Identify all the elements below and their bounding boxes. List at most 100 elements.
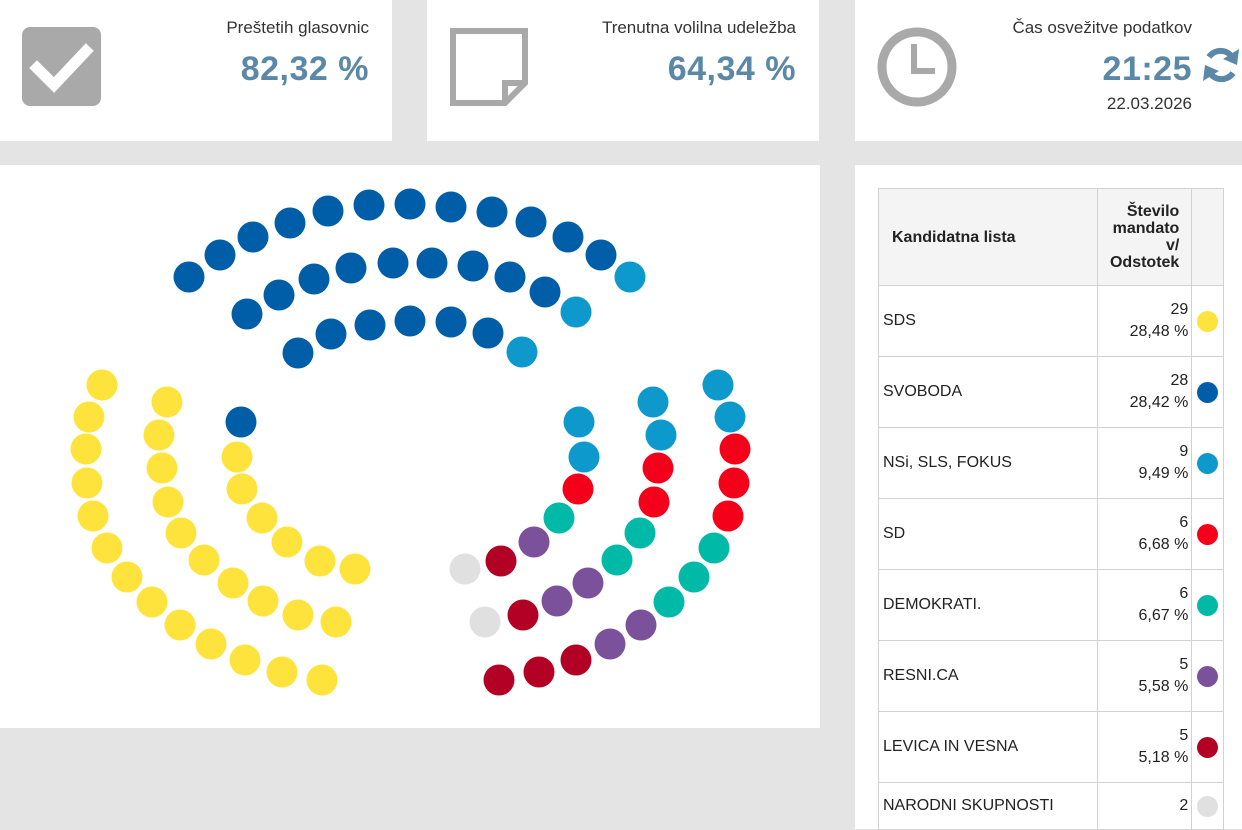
table-row[interactable]: RESNI.CA 5 5,58 % xyxy=(877,640,1224,712)
table-row[interactable]: DEMOKRATI. 6 6,67 % xyxy=(877,569,1224,641)
stat-card-turnout: Trenutna volilna udeležba 64,34 % xyxy=(427,0,819,141)
party-color-cell xyxy=(1191,711,1224,783)
seat-dot xyxy=(506,336,538,368)
seat-dot xyxy=(70,433,102,465)
party-name: SDS xyxy=(877,285,1099,357)
column-header-list[interactable]: Kandidatna lista xyxy=(877,188,1099,286)
seat-dot xyxy=(585,239,617,271)
seat-dot xyxy=(563,406,595,438)
party-name: SVOBODA xyxy=(877,356,1099,428)
seat-dot xyxy=(221,441,253,473)
party-color-dot xyxy=(1197,665,1219,687)
seat-dot xyxy=(136,586,168,618)
seat-dot xyxy=(335,252,367,284)
party-percent: 6,67 % xyxy=(1138,607,1189,624)
party-seats-cell: 28 28,42 % xyxy=(1097,356,1193,428)
party-color-cell xyxy=(1191,356,1224,428)
table-row[interactable]: LEVICA IN VESNA 5 5,18 % xyxy=(877,711,1224,783)
seat-dot xyxy=(231,298,263,330)
stat-value: 64,34 % xyxy=(667,50,796,88)
seat-dot xyxy=(282,599,314,631)
party-name: LEVICA IN VESNA xyxy=(877,711,1099,783)
seat-dot xyxy=(217,567,249,599)
seat-dot xyxy=(457,250,489,282)
seat-dot xyxy=(394,188,426,220)
party-seat-count: 6 xyxy=(1179,585,1189,602)
party-seat-count: 5 xyxy=(1179,727,1189,744)
party-seats-cell: 29 28,48 % xyxy=(1097,285,1193,357)
party-percent: 5,18 % xyxy=(1138,749,1189,766)
party-seat-count: 29 xyxy=(1170,301,1189,318)
table-row[interactable]: NSi, SLS, FOKUS 9 9,49 % xyxy=(877,427,1224,499)
table-row[interactable]: SDS 29 28,48 % xyxy=(877,285,1224,357)
seat-dot xyxy=(718,467,750,499)
seat-dot xyxy=(624,517,656,549)
seat-dot xyxy=(152,486,184,518)
seat-dot xyxy=(601,544,633,576)
party-color-dot xyxy=(1197,594,1219,616)
checkbox-check-icon xyxy=(22,27,101,106)
seat-dot xyxy=(143,419,175,451)
table-row[interactable]: NARODNI SKUPNOSTI 2 xyxy=(877,782,1224,830)
seat-dot xyxy=(165,517,197,549)
seat-dot xyxy=(472,317,504,349)
seat-dot xyxy=(523,656,555,688)
seat-dot xyxy=(485,545,517,577)
seat-dot xyxy=(702,369,734,401)
seat-dot xyxy=(435,306,467,338)
seat-dot xyxy=(91,532,123,564)
table-row[interactable]: SVOBODA 28 28,42 % xyxy=(877,356,1224,428)
refresh-icon[interactable] xyxy=(1201,45,1241,85)
party-seat-count: 28 xyxy=(1170,372,1189,389)
seat-dot xyxy=(77,500,109,532)
seat-dot xyxy=(712,500,744,532)
party-seats-cell: 6 6,67 % xyxy=(1097,569,1193,641)
seat-dot xyxy=(274,207,306,239)
seat-dot xyxy=(645,419,677,451)
party-color-cell xyxy=(1191,285,1224,357)
stat-label: Trenutna volilna udeležba xyxy=(601,18,796,37)
seat-dot xyxy=(271,526,303,558)
seat-dot xyxy=(226,473,258,505)
seat-dot xyxy=(515,206,547,238)
seat-dot xyxy=(246,502,278,534)
seat-dot xyxy=(164,609,196,641)
seat-dot xyxy=(354,309,386,341)
seat-dot xyxy=(377,247,409,279)
parliament-seat-chart xyxy=(70,188,751,696)
party-color-dot xyxy=(1197,452,1219,474)
seat-dot xyxy=(568,441,600,473)
seat-dot xyxy=(146,452,178,484)
seat-dot xyxy=(714,401,746,433)
stat-value: 21:25 xyxy=(1102,50,1192,88)
column-header-seats[interactable]: Število mandato v/ Odstotek xyxy=(1097,188,1193,286)
seat-dot xyxy=(73,401,105,433)
party-seats-cell: 2 xyxy=(1097,782,1193,830)
party-seats-cell: 5 5,58 % xyxy=(1097,640,1193,712)
party-name: SD xyxy=(877,498,1099,570)
stat-label: Čas osvežitve podatkov xyxy=(1012,18,1192,37)
stat-value: 82,32 % xyxy=(240,50,369,88)
seat-dot xyxy=(572,567,604,599)
seat-dot xyxy=(298,263,330,295)
seat-dot xyxy=(229,644,261,676)
seat-chart-card xyxy=(0,165,820,728)
seat-dot xyxy=(614,261,646,293)
stat-label: Preštetih glasovnic xyxy=(226,18,369,37)
seat-dot xyxy=(562,473,594,505)
seat-dot xyxy=(306,664,338,696)
table-row[interactable]: SD 6 6,68 % xyxy=(877,498,1224,570)
seat-dot xyxy=(518,526,550,558)
party-color-cell xyxy=(1191,640,1224,712)
seat-dot xyxy=(529,276,561,308)
seat-dot xyxy=(71,467,103,499)
party-name: RESNI.CA xyxy=(877,640,1099,712)
seat-dot xyxy=(263,279,295,311)
party-name: NARODNI SKUPNOSTI xyxy=(877,782,1099,830)
results-table: Kandidatna lista Število mandato v/ Odst… xyxy=(877,188,1224,830)
seat-dot xyxy=(86,369,118,401)
seat-dot xyxy=(719,433,751,465)
seat-dot xyxy=(111,561,143,593)
party-percent: 28,48 % xyxy=(1129,323,1189,340)
seat-dot xyxy=(320,606,352,638)
